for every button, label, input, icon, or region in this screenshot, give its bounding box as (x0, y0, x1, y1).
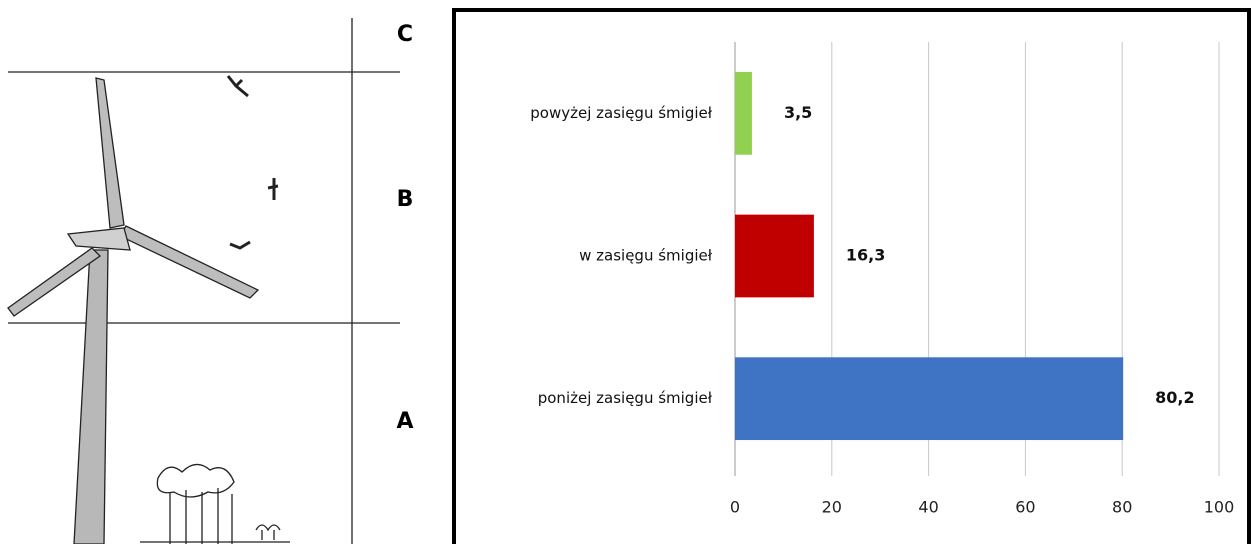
x-tick-label: 100 (1204, 498, 1235, 517)
zone-label: B (397, 187, 414, 212)
value-label: 16,3 (846, 246, 885, 265)
bar (735, 71, 752, 155)
bird (226, 75, 249, 98)
y-tick-label: poniżej zasięgu śmigieł (538, 389, 713, 407)
chart-frame (452, 8, 1251, 548)
trees (156, 463, 235, 498)
bushes (255, 524, 281, 540)
y-tick-label: w zasięgu śmigieł (579, 247, 713, 265)
turbine-diagram (7, 18, 400, 545)
tree-trunks (169, 488, 233, 544)
blade (95, 77, 125, 229)
x-tick-label: 80 (1112, 498, 1132, 517)
bird (267, 178, 279, 200)
x-tick-label: 0 (730, 498, 740, 517)
tower (73, 249, 109, 545)
x-tick-label: 20 (822, 498, 842, 517)
bar (735, 357, 1124, 441)
blade (119, 225, 260, 299)
y-tick-label: powyżej zasięgu śmigieł (530, 104, 712, 122)
bar (735, 214, 814, 298)
bird (229, 240, 251, 250)
bar-chart: 0 20 40 60 80 100 powyżej zasięgu śmigieł 3,5 w … (530, 42, 1234, 517)
zone-label: A (396, 409, 413, 434)
zone-label: C (397, 22, 413, 47)
x-tick-label: 60 (1015, 498, 1035, 517)
value-label: 3,5 (784, 103, 812, 122)
blade (7, 247, 102, 317)
x-tick-label: 40 (918, 498, 938, 517)
value-label: 80,2 (1155, 388, 1194, 407)
nacelle (66, 227, 131, 251)
